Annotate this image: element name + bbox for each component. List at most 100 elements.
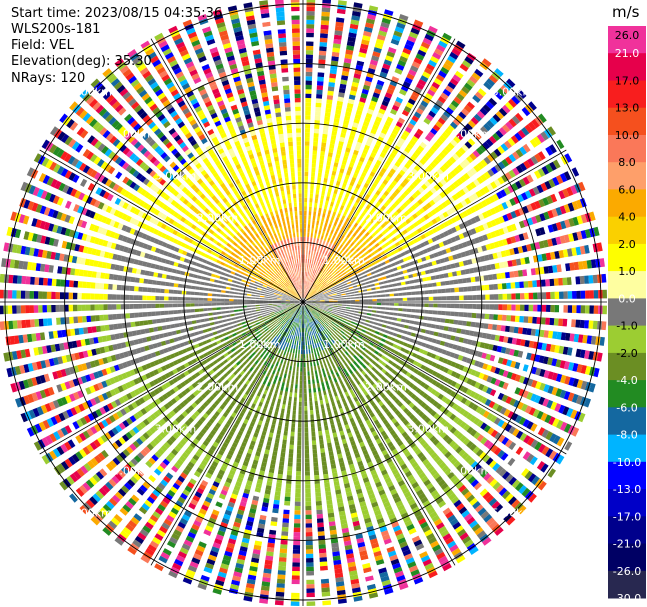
radar-gate xyxy=(466,321,472,327)
radar-gate xyxy=(304,410,308,415)
radar-gate xyxy=(438,40,448,49)
radar-gate xyxy=(384,270,390,275)
radar-gate xyxy=(269,529,277,535)
radar-gate xyxy=(450,100,460,108)
radar-gate xyxy=(327,237,331,243)
radar-gate xyxy=(459,303,464,309)
radar-gate xyxy=(307,375,311,380)
radar-gate xyxy=(331,373,336,379)
radar-gate xyxy=(282,522,289,528)
radar-gate xyxy=(314,265,317,270)
radar-gate xyxy=(360,152,367,159)
radar-gate xyxy=(284,391,288,397)
radar-gate xyxy=(308,206,312,212)
radar-gate xyxy=(330,397,334,403)
radar-gate xyxy=(413,57,423,65)
radar-gate xyxy=(307,232,310,238)
radar-gate xyxy=(278,394,282,400)
radar-gate xyxy=(311,159,317,164)
radar-gate xyxy=(354,145,361,152)
radar-gate xyxy=(353,313,359,316)
radar-gate xyxy=(277,469,284,475)
radar-gate xyxy=(313,278,316,284)
radar-gate xyxy=(325,218,329,224)
radar-gate xyxy=(541,148,550,158)
radar-gate xyxy=(318,346,322,352)
radar-gate xyxy=(347,36,356,43)
radar-gate xyxy=(308,379,311,385)
radar-gate xyxy=(404,77,413,84)
radar-gate xyxy=(315,280,319,285)
radar-gate xyxy=(325,434,331,439)
radar-gate xyxy=(500,84,510,94)
radar-gate xyxy=(333,377,338,383)
radar-gate xyxy=(333,162,339,168)
radar-gate xyxy=(359,190,365,196)
radar-gate xyxy=(365,269,371,273)
radar-gate xyxy=(347,271,352,276)
radar-gate xyxy=(575,276,581,285)
radar-gate xyxy=(311,375,315,380)
radar-gate xyxy=(281,404,286,409)
radar-gate xyxy=(308,281,311,286)
radar-gate xyxy=(422,155,430,162)
radar-gate xyxy=(307,340,310,346)
radar-gate xyxy=(415,303,421,307)
radar-gate xyxy=(304,323,306,328)
radar-gate xyxy=(300,367,303,372)
radar-gate xyxy=(332,266,337,271)
radar-gate xyxy=(458,189,466,196)
radar-gate xyxy=(293,335,296,341)
radar-gate xyxy=(296,371,299,376)
radar-gate xyxy=(584,320,589,329)
radar-gate xyxy=(301,323,303,329)
radar-gate xyxy=(348,286,354,290)
radar-gate xyxy=(446,303,451,308)
radar-gate xyxy=(304,276,306,281)
radar-gate xyxy=(404,43,413,51)
radar-gate xyxy=(435,274,440,280)
radar-gate xyxy=(485,138,494,147)
radar-gate xyxy=(515,293,521,300)
radar-gate xyxy=(365,214,371,221)
radar-gate xyxy=(319,155,325,161)
radar-gate xyxy=(321,461,327,466)
radar-gate xyxy=(522,327,528,335)
radar-gate xyxy=(330,463,337,469)
radar-gate xyxy=(316,275,320,280)
radar-gate xyxy=(332,432,338,438)
radar-gate xyxy=(305,263,307,268)
radar-gate xyxy=(324,112,331,118)
radar-gate xyxy=(309,353,312,359)
radar-gate xyxy=(357,179,363,186)
radar-gate xyxy=(344,248,349,254)
radar-gate xyxy=(274,389,279,394)
radar-gate xyxy=(284,369,288,374)
radar-gate xyxy=(336,149,342,155)
radar-gate xyxy=(317,426,322,432)
radar-gate xyxy=(328,356,332,362)
radar-gate xyxy=(324,204,328,210)
radar-gate xyxy=(305,488,311,494)
radar-gate xyxy=(270,373,275,379)
radar-gate xyxy=(592,274,598,284)
radar-gate xyxy=(320,268,324,273)
radar-gate xyxy=(310,185,314,190)
radar-gate xyxy=(390,38,400,46)
radar-gate xyxy=(436,317,441,323)
radar-gate xyxy=(435,225,442,232)
radar-gate xyxy=(372,295,377,298)
radar-gate xyxy=(312,290,317,294)
radar-gate xyxy=(305,523,313,528)
radar-gate xyxy=(274,411,279,417)
radar-gate xyxy=(388,112,396,119)
radar-gate xyxy=(313,339,316,344)
radar-gate xyxy=(420,225,427,232)
radar-gate xyxy=(494,68,504,77)
radar-gate xyxy=(493,304,499,310)
radar-gate xyxy=(305,284,307,290)
radar-gate xyxy=(320,253,324,259)
radar-gate xyxy=(333,231,338,236)
radar-gate xyxy=(274,491,281,497)
radar-gate xyxy=(358,264,363,269)
